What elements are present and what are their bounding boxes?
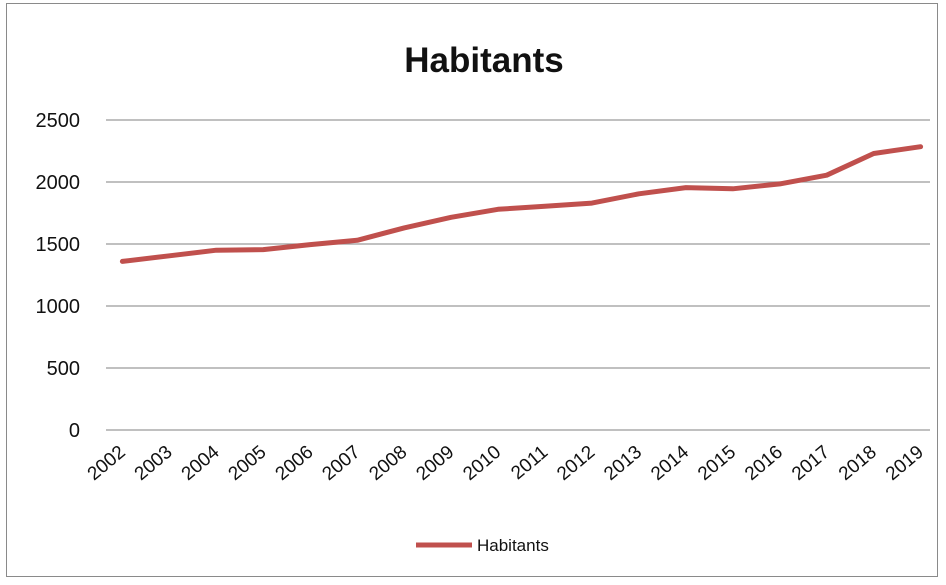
- x-tick-label: 2005: [225, 442, 271, 485]
- data-point: [355, 238, 360, 243]
- data-point: [449, 215, 454, 220]
- data-point: [496, 207, 501, 212]
- data-point: [402, 225, 407, 230]
- series-line: [119, 144, 924, 264]
- chart-frame: [6, 3, 938, 577]
- x-tick-label: 2010: [459, 442, 505, 485]
- x-tick-label: 2019: [882, 442, 928, 485]
- data-point: [542, 204, 547, 209]
- x-tick-label: 2004: [178, 441, 224, 485]
- legend-label: Habitants: [477, 536, 549, 555]
- x-tick-label: 2018: [835, 442, 881, 485]
- data-point: [636, 191, 641, 196]
- y-tick-label: 1000: [36, 296, 81, 318]
- x-tick-label: 2008: [365, 442, 411, 485]
- data-point: [589, 201, 594, 206]
- x-tick-label: 2003: [131, 442, 177, 485]
- data-point: [214, 248, 219, 253]
- y-tick-label: 2000: [36, 172, 81, 194]
- y-tick-label: 2500: [36, 110, 81, 132]
- data-point: [871, 151, 876, 156]
- data-point: [918, 144, 923, 149]
- y-tick-label: 1500: [36, 234, 81, 256]
- series-layer: [119, 144, 924, 264]
- data-point: [167, 253, 172, 258]
- x-tick-label: 2009: [412, 442, 458, 485]
- x-tick-label: 2011: [507, 442, 552, 484]
- x-tick-label: 2017: [788, 442, 834, 485]
- data-point: [730, 186, 735, 191]
- chart-title: Habitants: [404, 41, 563, 80]
- data-point: [120, 259, 125, 264]
- y-tick-label: 500: [47, 358, 80, 380]
- data-point: [777, 181, 782, 186]
- x-tick-label: 2013: [600, 442, 646, 485]
- y-tick-label: 0: [69, 420, 80, 442]
- gridlines: [106, 119, 930, 431]
- y-axis-ticks: 0 500 1000 1500 2000 2500: [36, 110, 81, 442]
- x-tick-label: 2014: [647, 441, 693, 485]
- x-tick-label: 2012: [553, 442, 599, 485]
- x-tick-label: 2002: [84, 442, 130, 485]
- x-tick-label: 2007: [319, 442, 365, 485]
- data-point: [683, 185, 688, 190]
- data-point: [261, 247, 266, 252]
- x-axis-ticks: 2002 2003 2004 2005 2006 2007 2008 2009 2010 2011…: [84, 441, 928, 485]
- data-point: [824, 173, 829, 178]
- x-tick-label: 2016: [741, 442, 787, 485]
- legend: Habitants: [416, 536, 549, 555]
- x-tick-label: 2006: [272, 442, 318, 485]
- data-point: [308, 242, 313, 247]
- x-tick-label: 2015: [694, 442, 740, 485]
